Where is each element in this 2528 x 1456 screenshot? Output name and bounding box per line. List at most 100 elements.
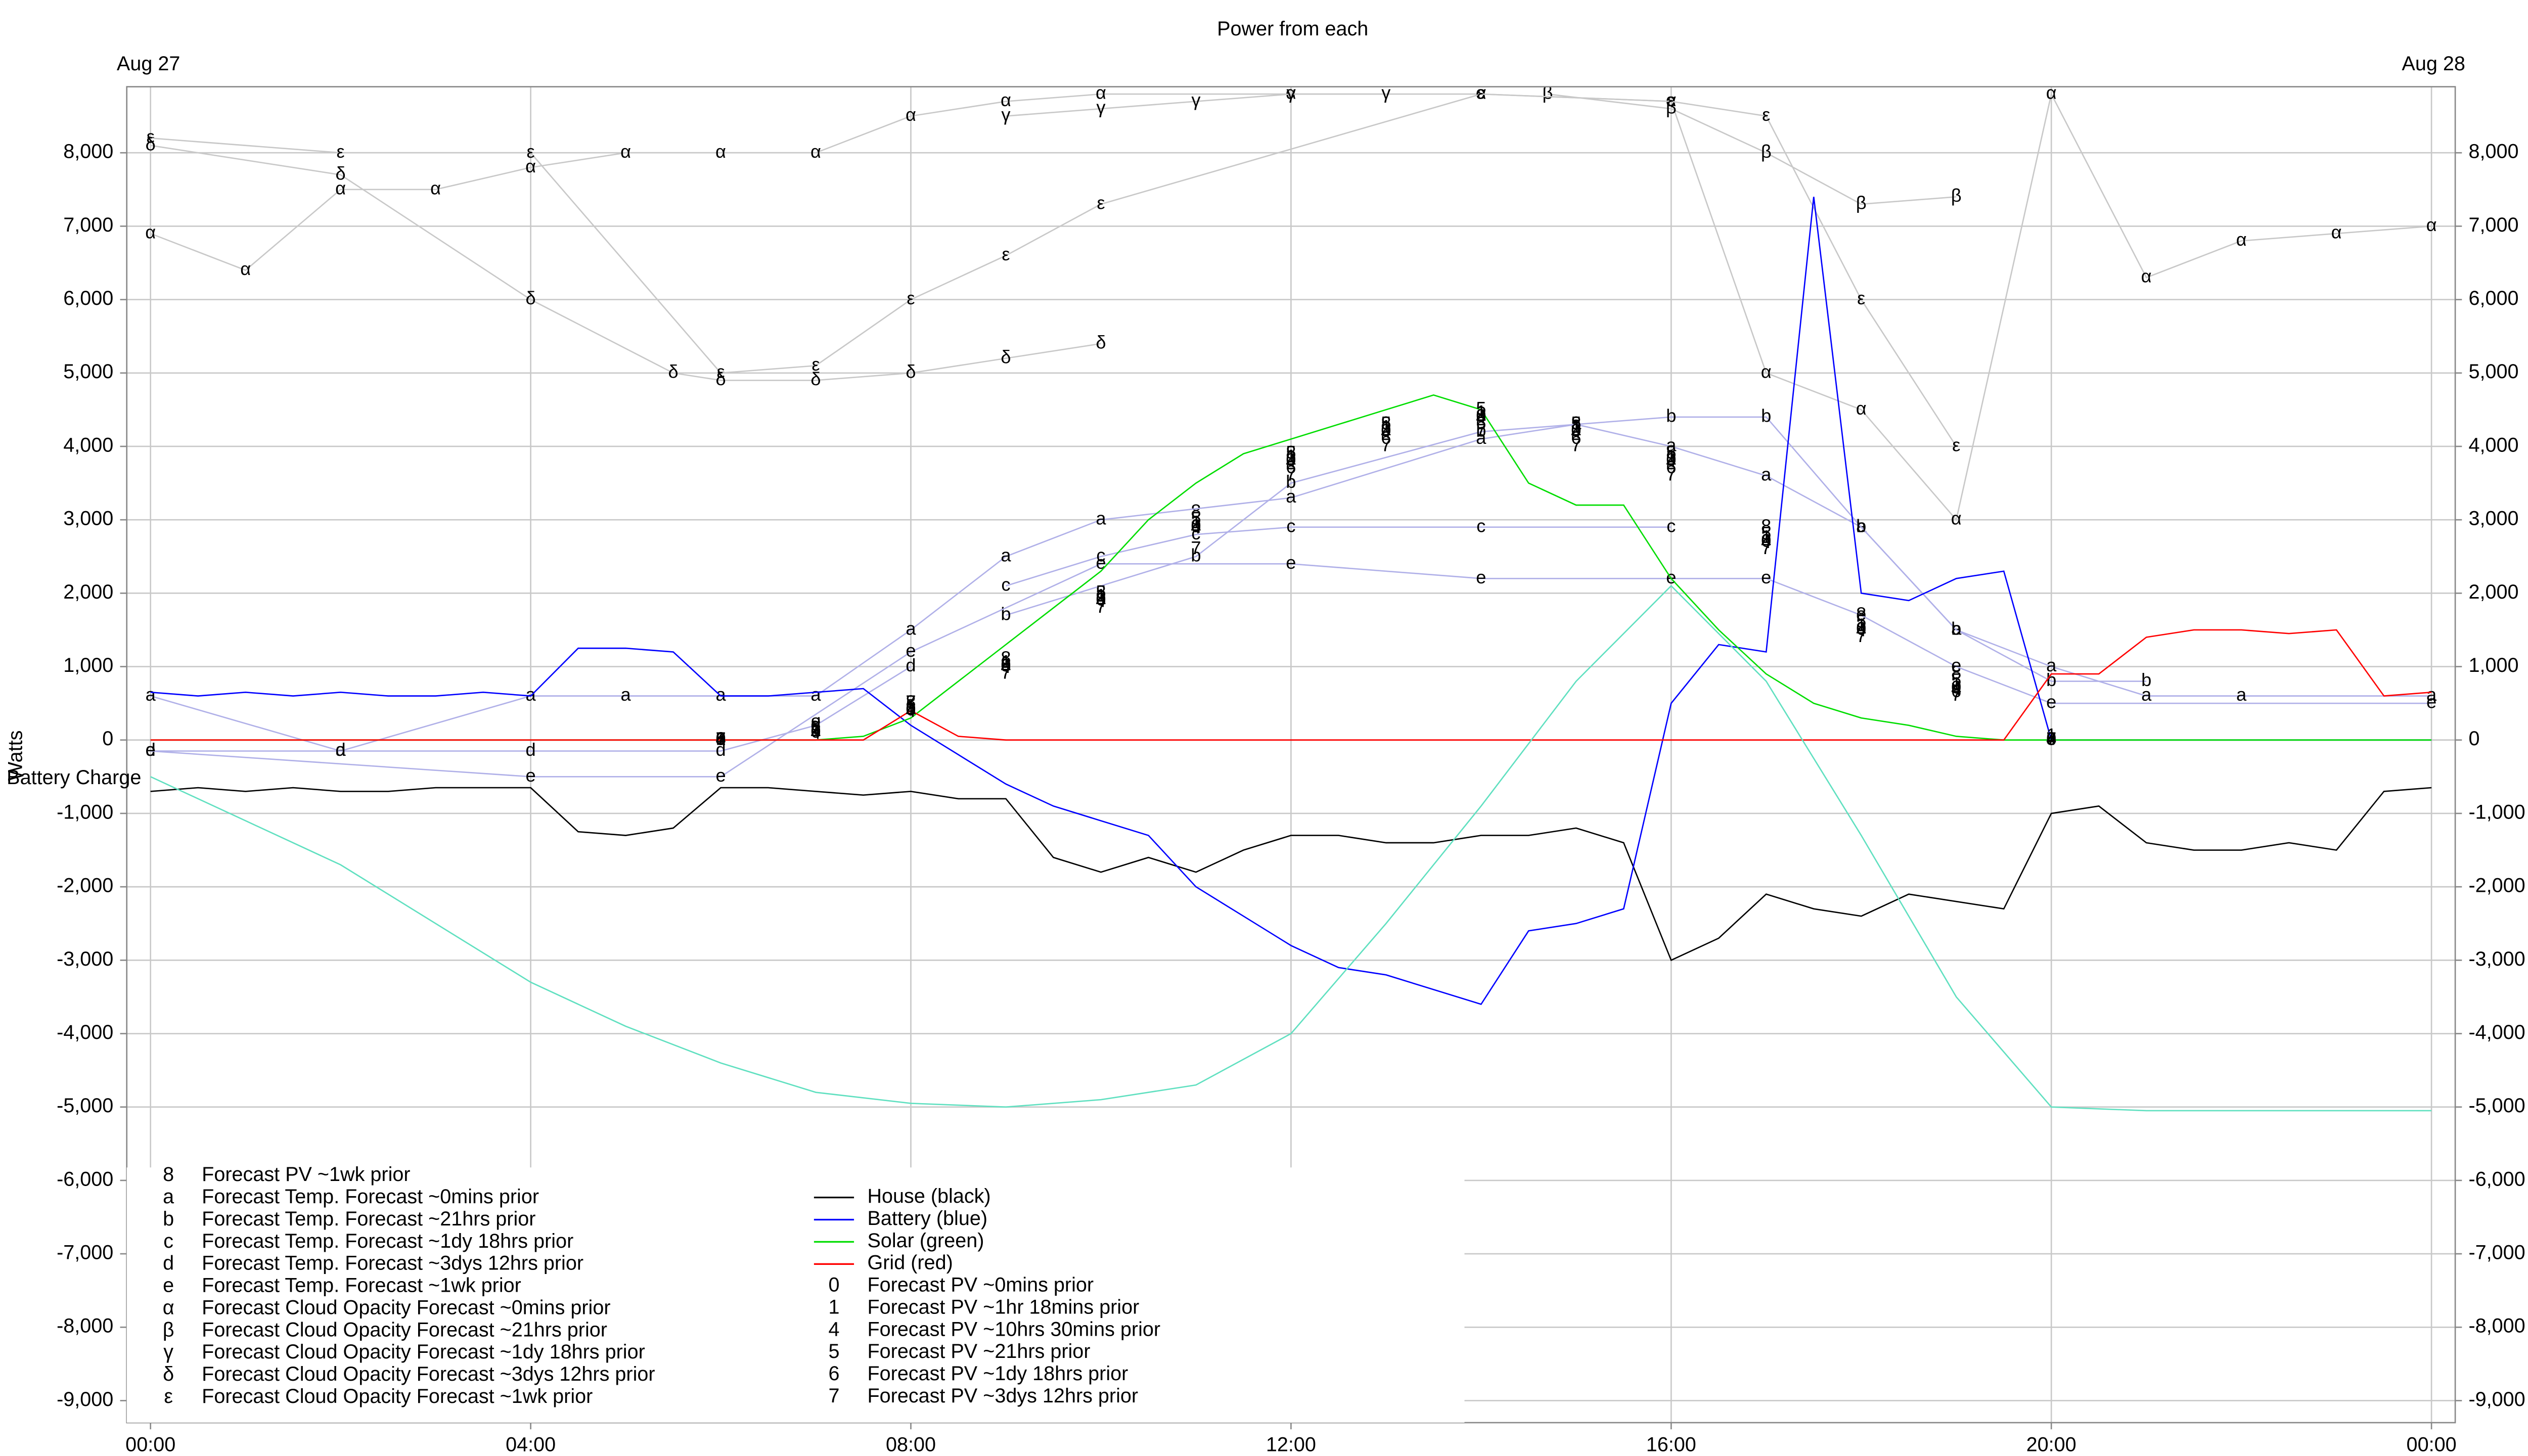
y-tick-label: -4,000 xyxy=(57,1021,113,1043)
point-marker: α xyxy=(1286,82,1296,103)
legend: 8 Forecast PV ~1wk prior a Forecast Temp. F… xyxy=(163,1163,1160,1407)
point-marker: 6 xyxy=(906,699,916,719)
point-marker: ε xyxy=(1952,435,1960,456)
point-marker: 0 xyxy=(1666,449,1676,470)
point-marker: α xyxy=(145,222,156,243)
point-marker: a xyxy=(2236,684,2247,705)
point-marker: δ xyxy=(336,163,346,184)
y-tick-label: 8,000 xyxy=(63,141,113,163)
series-label: Battery Charge xyxy=(7,766,141,789)
point-marker: c xyxy=(1286,515,1295,536)
legend-label: House (black) xyxy=(867,1185,990,1207)
point-marker: e xyxy=(1856,603,1866,624)
series-line xyxy=(1006,416,2147,682)
legend-label: Forecast Cloud Opacity Forecast ~3dys 12… xyxy=(202,1363,655,1385)
point-marker: 1 xyxy=(1571,416,1581,437)
point-marker: β xyxy=(1856,192,1867,213)
point-marker: 1 xyxy=(1191,512,1201,532)
point-marker: 6 xyxy=(1476,413,1486,433)
y-tick-label-right: -4,000 xyxy=(2468,1021,2525,1043)
point-marker: δ xyxy=(1096,332,1106,352)
y-tick-label-right: 6,000 xyxy=(2468,287,2518,309)
point-marker: 8 xyxy=(810,713,821,734)
point-marker: 8 xyxy=(1191,500,1201,521)
point-marker: e xyxy=(1476,567,1486,587)
point-marker: 7 xyxy=(1761,537,1771,558)
point-marker: ε xyxy=(811,354,820,375)
point-marker: 8 xyxy=(1476,405,1486,426)
point-marker: 7 xyxy=(1381,435,1391,456)
y-tick-label: -1,000 xyxy=(57,801,113,823)
point-marker: γ xyxy=(1001,104,1011,125)
point-marker: 5 xyxy=(906,695,916,716)
point-marker: 1 xyxy=(1856,614,1866,635)
point-marker: 8 xyxy=(1761,515,1771,536)
point-marker: 0 xyxy=(1381,420,1391,441)
point-marker: a xyxy=(1096,508,1106,529)
series-line xyxy=(150,93,1957,447)
legend-label: Battery (blue) xyxy=(867,1207,987,1230)
point-marker: 7 xyxy=(2046,728,2056,749)
series-line xyxy=(1006,93,1386,117)
legend-label: Forecast Temp. Forecast ~1wk prior xyxy=(202,1275,521,1297)
point-marker: 0 xyxy=(1761,530,1771,551)
point-marker: 1 xyxy=(1951,673,1961,694)
point-marker: δ xyxy=(668,361,678,382)
point-marker: 4 xyxy=(1286,451,1296,472)
legend-label: Forecast PV ~3dys 12hrs prior xyxy=(867,1385,1138,1407)
point-marker: c xyxy=(1666,515,1676,536)
legend-label: Forecast Cloud Opacity Forecast ~21hrs p… xyxy=(202,1318,607,1341)
legend-marker: b xyxy=(163,1208,174,1230)
y-tick-label-right: -1,000 xyxy=(2468,801,2525,823)
x-tick-label: 00:00 xyxy=(125,1434,175,1456)
point-marker: a xyxy=(336,739,346,760)
point-marker: α xyxy=(1856,398,1867,419)
y-tick-label: 6,000 xyxy=(63,287,113,309)
point-marker: 8 xyxy=(906,692,916,712)
series-line xyxy=(150,563,2432,778)
point-marker: b xyxy=(1476,420,1486,441)
legend-marker: a xyxy=(163,1186,174,1208)
point-marker: 5 xyxy=(1191,508,1201,529)
legend-box xyxy=(126,1167,1465,1423)
point-marker: 4 xyxy=(1191,517,1201,537)
point-marker: 0 xyxy=(1951,677,1961,698)
y-tick-label-right: 2,000 xyxy=(2468,581,2518,603)
point-marker: e xyxy=(2046,692,2056,712)
point-marker: a xyxy=(2046,655,2057,675)
point-marker: 4 xyxy=(1761,531,1771,552)
point-marker: 6 xyxy=(1286,457,1296,477)
point-marker: β xyxy=(1951,185,1962,206)
point-marker: d xyxy=(336,739,346,760)
legend-label: Forecast Cloud Opacity Forecast ~1wk pri… xyxy=(202,1385,593,1407)
x-tick-label: 16:00 xyxy=(1646,1434,1696,1456)
legend-label: Forecast PV ~0mins prior xyxy=(867,1274,1094,1296)
legend-marker: 7 xyxy=(828,1385,839,1407)
point-marker: 4 xyxy=(715,728,726,749)
point-marker: 0 xyxy=(906,699,916,719)
y-tick-label-right: 0 xyxy=(2468,727,2479,750)
legend-marker: c xyxy=(163,1230,173,1252)
y-tick-label: 4,000 xyxy=(63,434,113,456)
point-marker: e xyxy=(906,640,916,661)
point-marker: a xyxy=(1951,618,1962,639)
point-marker: a xyxy=(2426,684,2437,705)
series-line xyxy=(150,424,2432,752)
point-marker: 4 xyxy=(1666,451,1676,472)
point-marker: α xyxy=(2426,214,2437,235)
point-marker: e xyxy=(1761,567,1771,587)
x-tick-label: 08:00 xyxy=(886,1434,936,1456)
point-marker: 6 xyxy=(1761,530,1771,551)
point-marker: 0 xyxy=(715,728,726,749)
point-marker: 6 xyxy=(1666,457,1676,477)
legend-marker: 8 xyxy=(163,1163,174,1186)
point-marker: ε xyxy=(1002,244,1010,264)
point-marker: 5 xyxy=(810,717,821,738)
chart-title: Power from each xyxy=(1217,18,1368,40)
point-marker: b xyxy=(1951,618,1961,639)
y-tick-label: -2,000 xyxy=(57,875,113,897)
point-marker: 1 xyxy=(1761,526,1771,547)
point-marker: b xyxy=(1286,471,1296,492)
point-marker: c xyxy=(1001,574,1010,595)
